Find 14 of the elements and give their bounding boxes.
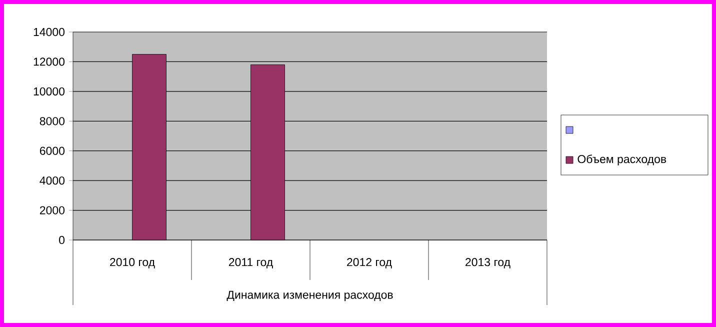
y-tick-label: 10000: [34, 87, 65, 96]
y-tick-label: 2000: [40, 206, 65, 214]
x-tick-label: 2010 год: [110, 258, 155, 268]
y-tick-label: 12000: [34, 58, 65, 66]
legend-label: Объем расходов: [578, 154, 666, 166]
y-tick-label: 4000: [40, 176, 65, 185]
y-tick-label: 0: [59, 236, 65, 244]
y-tick-label: 6000: [40, 146, 65, 155]
x-tick-label: 2013 год: [466, 258, 510, 268]
x-axis-title: Динамика изменения расходов: [226, 290, 393, 302]
x-tick-label: 2012 год: [347, 258, 392, 268]
x-tick-label: 2011 год: [228, 258, 273, 268]
y-tick-label: 8000: [40, 117, 65, 126]
y-tick-label: 14000: [34, 28, 65, 36]
